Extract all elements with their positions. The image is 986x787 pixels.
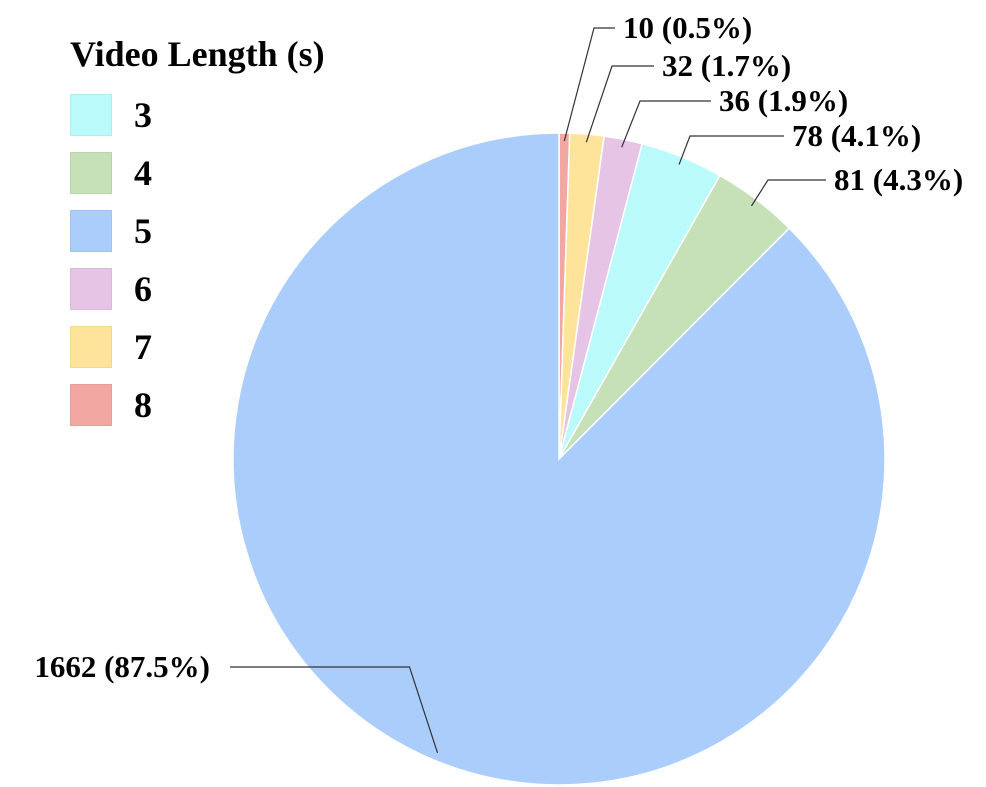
slice-label-8: 10 (0.5%) — [623, 10, 752, 45]
legend-item-7: 7 — [70, 318, 325, 376]
leader-line-5 — [230, 666, 439, 754]
legend-label-8: 8 — [134, 385, 152, 425]
legend-item-8: 8 — [70, 376, 325, 434]
legend: Video Length (s) 3 4 5 6 7 8 — [70, 30, 325, 434]
legend-swatch-6 — [70, 268, 112, 310]
legend-label-3: 3 — [134, 95, 152, 135]
slice-label-4: 81 (4.3%) — [834, 162, 963, 197]
legend-label-5: 5 — [134, 211, 152, 251]
legend-title: Video Length (s) — [70, 34, 325, 74]
legend-swatch-7 — [70, 326, 112, 368]
legend-item-4: 4 — [70, 144, 325, 202]
legend-label-7: 7 — [134, 327, 152, 367]
slice-label-3: 78 (4.1%) — [792, 118, 921, 153]
legend-item-6: 6 — [70, 260, 325, 318]
legend-label-6: 6 — [134, 269, 152, 309]
legend-swatch-8 — [70, 384, 112, 426]
leader-line-3 — [678, 135, 784, 165]
leader-line-6 — [621, 100, 711, 148]
slice-label-7: 32 (1.7%) — [662, 48, 791, 83]
leader-line-4 — [750, 179, 826, 207]
leader-line-7 — [585, 65, 654, 143]
slice-label-5: 1662 (87.5%) — [34, 649, 210, 684]
legend-label-4: 4 — [134, 153, 152, 193]
leader-line-8 — [563, 27, 615, 142]
legend-swatch-3 — [70, 94, 112, 136]
pie-slice-5 — [232, 132, 886, 786]
legend-item-5: 5 — [70, 202, 325, 260]
legend-swatch-4 — [70, 152, 112, 194]
legend-item-3: 3 — [70, 86, 325, 144]
legend-swatch-5 — [70, 210, 112, 252]
slice-label-6: 36 (1.9%) — [719, 83, 848, 118]
